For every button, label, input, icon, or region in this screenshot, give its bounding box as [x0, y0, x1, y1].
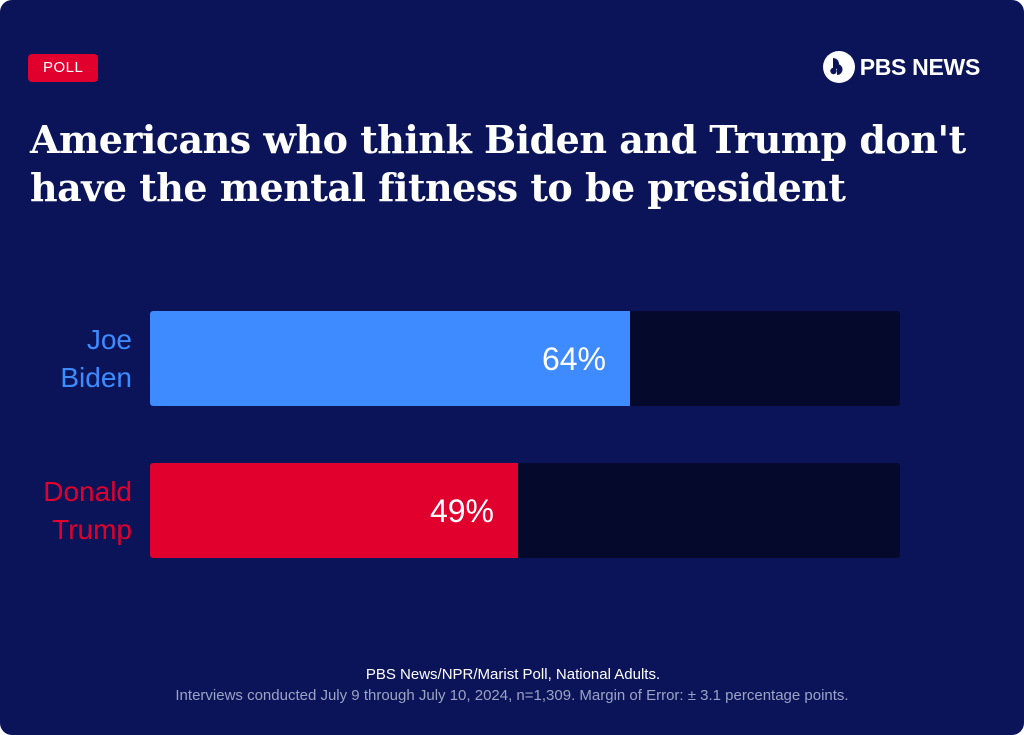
chart-footer: PBS News/NPR/Marist Poll, National Adult… — [0, 664, 1024, 706]
source-line: PBS News/NPR/Marist Poll, National Adult… — [365, 666, 661, 683]
value-label-donald-trump: 49% — [429, 492, 494, 529]
pbs-logo-icon — [822, 51, 855, 83]
bar-joe-biden — [150, 311, 630, 406]
poll-badge: POLL — [28, 54, 99, 82]
pbs-news-logo: PBS NEWS — [822, 50, 980, 84]
category-label-line: Joe — [86, 323, 132, 355]
brand-name: PBS NEWS — [859, 54, 981, 80]
category-label-line: Donald — [43, 475, 132, 507]
category-label-donald-trump: Donald Trump — [0, 473, 132, 549]
methodology-note: Interviews conducted July 9 through July… — [175, 687, 849, 704]
category-label-line: Trump — [52, 513, 132, 545]
chart-title: Americans who think Biden and Trump don'… — [30, 117, 966, 210]
value-label-joe-biden: 64% — [541, 340, 606, 377]
bar-donald-trump — [150, 463, 518, 558]
category-label-joe-biden: Joe Biden — [0, 321, 132, 397]
category-label-line: Biden — [60, 361, 132, 393]
